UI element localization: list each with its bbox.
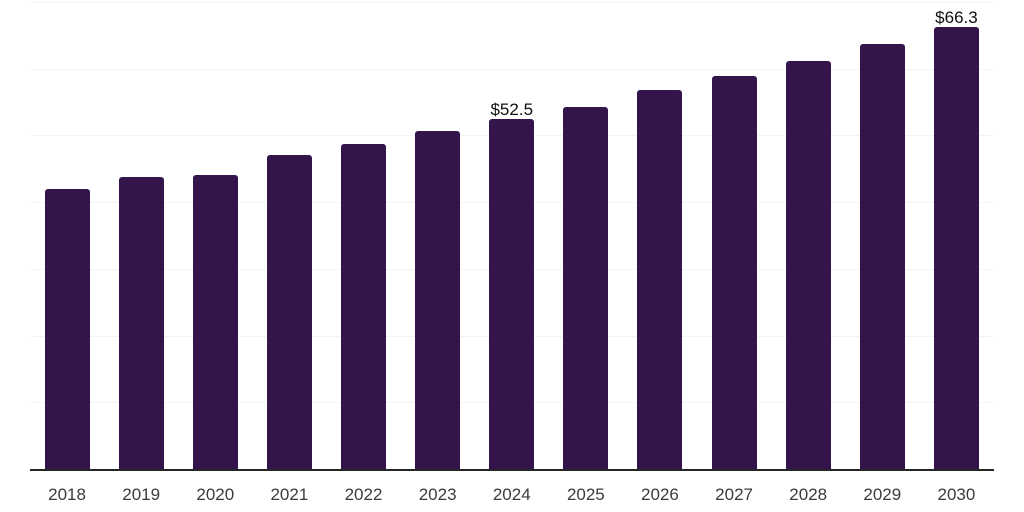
x-axis-label-2027: 2027 bbox=[715, 485, 754, 504]
bar-2026[interactable] bbox=[637, 89, 683, 470]
gridline-60 bbox=[30, 68, 994, 70]
x-axis-label-2020: 2020 bbox=[196, 485, 235, 504]
x-axis-label-2030: 2030 bbox=[937, 485, 976, 504]
data-label-2030: $66.3 bbox=[935, 8, 978, 28]
gridline-70 bbox=[30, 2, 994, 3]
x-axis-line bbox=[30, 469, 994, 471]
bar-2022[interactable] bbox=[341, 143, 387, 470]
bar-2025[interactable] bbox=[563, 106, 609, 470]
bar-2029[interactable] bbox=[859, 43, 905, 470]
x-axis-label-2022: 2022 bbox=[344, 485, 383, 504]
bar-2020[interactable] bbox=[192, 175, 238, 470]
bar-2027[interactable] bbox=[711, 75, 757, 470]
x-axis-label-2024: 2024 bbox=[492, 485, 531, 504]
bar-2018[interactable] bbox=[44, 188, 90, 470]
x-axis-label-2021: 2021 bbox=[270, 485, 309, 504]
bar-2021[interactable] bbox=[266, 155, 312, 470]
bar-2024[interactable] bbox=[489, 119, 535, 470]
x-axis-label-2023: 2023 bbox=[418, 485, 457, 504]
x-axis-label-2018: 2018 bbox=[48, 485, 86, 504]
x-axis-label-2019: 2019 bbox=[122, 485, 161, 504]
bar-2028[interactable] bbox=[785, 60, 831, 470]
bar-2019[interactable] bbox=[118, 176, 164, 470]
x-axis-label-2029: 2029 bbox=[863, 485, 902, 504]
x-axis-label-2026: 2026 bbox=[641, 485, 679, 504]
x-axis-label-2028: 2028 bbox=[789, 485, 828, 504]
bar-2023[interactable] bbox=[415, 131, 461, 470]
x-axis-label-2025: 2025 bbox=[566, 485, 605, 504]
data-label-2024: $52.5 bbox=[490, 100, 534, 120]
bar-2030[interactable] bbox=[933, 27, 979, 470]
